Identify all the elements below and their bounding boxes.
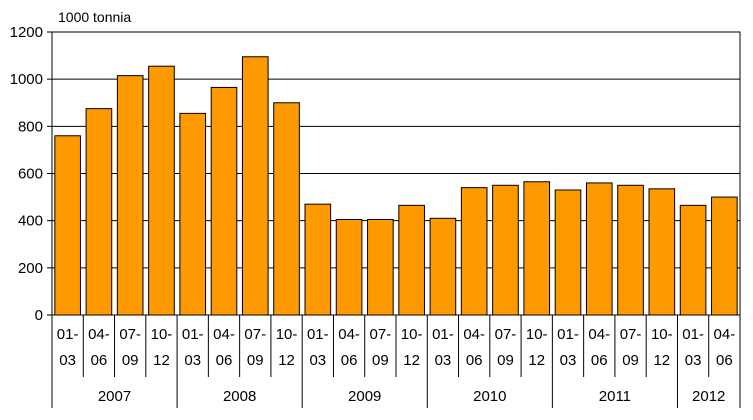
category-label: 07- — [370, 326, 392, 343]
category-label: 06 — [716, 352, 733, 369]
category-label: 09 — [247, 352, 264, 369]
year-label: 2009 — [348, 388, 381, 405]
bar-2011-2 — [585, 182, 613, 316]
bar-2009-4 — [398, 204, 425, 316]
category-label: 04- — [588, 326, 610, 343]
category-label: 01- — [182, 326, 204, 343]
category-label: 10- — [151, 326, 173, 343]
category-label: 07- — [620, 326, 642, 343]
y-unit-label: 1000 tonnia — [58, 9, 131, 25]
category-label: 01- — [307, 326, 329, 343]
category-label: 01- — [432, 326, 454, 343]
category-label: 12 — [153, 352, 170, 369]
category-label: 07- — [495, 326, 517, 343]
category-label: 10- — [276, 326, 298, 343]
bar-2010-2 — [460, 187, 488, 316]
category-label: 06 — [466, 352, 483, 369]
bars — [54, 56, 738, 316]
category-label: 12 — [528, 352, 545, 369]
y-tick-label: 800 — [18, 118, 43, 135]
category-label: 07- — [244, 326, 266, 343]
bar-2008-1 — [179, 112, 207, 316]
category-label: 03 — [309, 352, 326, 369]
y-tick-label: 400 — [18, 213, 43, 230]
year-label: 2008 — [223, 388, 256, 405]
category-label: 03 — [560, 352, 577, 369]
year-label: 2012 — [692, 388, 725, 405]
bar-2007-4 — [148, 65, 175, 316]
category-label: 06 — [341, 352, 358, 369]
category-label: 03 — [685, 352, 702, 369]
category-label: 06 — [216, 352, 233, 369]
bar-2012-2 — [711, 196, 738, 316]
category-label: 04- — [714, 326, 736, 343]
x-axis: 01- 03 04- 06 07- 09 10- 12 2007 01- 03 04- 06 07- 09 1… — [51, 315, 741, 408]
category-label: 07- — [119, 326, 141, 343]
bar-2008-4 — [273, 102, 300, 316]
category-label: 09 — [622, 352, 639, 369]
category-label: 09 — [497, 352, 514, 369]
bar-2011-1 — [554, 189, 582, 316]
category-label: 03 — [59, 352, 76, 369]
category-label: 10- — [651, 326, 673, 343]
y-tick-label: 0 — [35, 307, 43, 324]
bar-2012-1 — [679, 204, 707, 316]
bar-2009-1 — [304, 203, 332, 316]
year-label: 2011 — [599, 388, 631, 405]
bar-2009-2 — [335, 218, 363, 316]
y-tick-label: 200 — [18, 260, 43, 277]
category-label: 03 — [184, 352, 201, 369]
category-label: 12 — [403, 352, 420, 369]
bar-2011-4 — [648, 188, 676, 316]
category-label: 01- — [682, 326, 704, 343]
bar-2010-3 — [492, 184, 519, 316]
category-label: 04- — [213, 326, 235, 343]
category-label: 03 — [435, 352, 452, 369]
category-label: 10- — [401, 326, 423, 343]
bar-2008-2 — [210, 86, 238, 316]
y-tick-label: 1000 — [10, 71, 43, 88]
category-label: 04- — [463, 326, 485, 343]
category-label: 04- — [88, 326, 110, 343]
year-label: 2007 — [98, 388, 131, 405]
bar-2010-4 — [523, 181, 551, 316]
y-tick-label: 600 — [18, 166, 43, 183]
y-axis-ticks: 0 200 400 600 800 1000 1200 — [10, 24, 52, 324]
bar-2007-1 — [54, 135, 81, 316]
category-label: 06 — [91, 352, 108, 369]
category-label: 10- — [526, 326, 548, 343]
category-label: 12 — [278, 352, 295, 369]
category-label: 01- — [57, 326, 79, 343]
year-label: 2010 — [473, 388, 506, 405]
bar-2011-3 — [617, 184, 644, 316]
category-label: 01- — [557, 326, 579, 343]
category-label: 04- — [338, 326, 360, 343]
bar-2007-3 — [116, 75, 144, 316]
bar-2010-1 — [429, 217, 457, 316]
category-label: 06 — [591, 352, 608, 369]
category-label: 09 — [372, 352, 389, 369]
category-label: 09 — [122, 352, 139, 369]
bar-2009-3 — [367, 218, 394, 316]
bar-2007-2 — [85, 108, 113, 316]
bar-2008-3 — [241, 56, 269, 316]
category-label: 12 — [653, 352, 670, 369]
y-tick-label: 1200 — [10, 24, 43, 41]
